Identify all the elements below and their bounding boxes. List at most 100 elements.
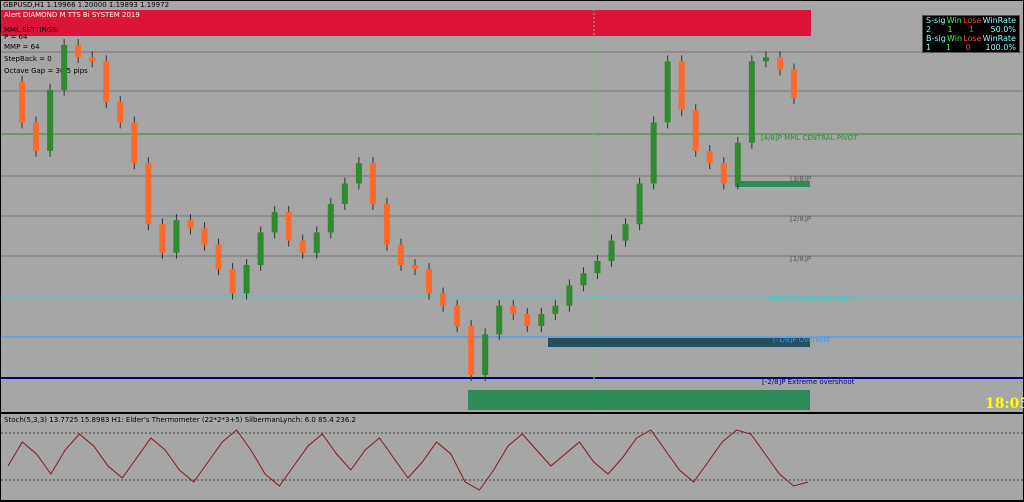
candle [762, 57, 769, 62]
candle [383, 203, 390, 245]
candle [580, 273, 587, 286]
cell: 2 [926, 25, 932, 34]
cell: S-sig [926, 16, 946, 25]
candle [776, 57, 783, 70]
candle [720, 163, 727, 184]
candle [89, 57, 96, 62]
candle [692, 110, 699, 151]
clock: 18:05 [985, 396, 1024, 412]
cell: Lose [963, 16, 982, 25]
zone [735, 181, 810, 187]
candle [159, 224, 166, 253]
candle [664, 61, 671, 123]
cell: Win [946, 16, 962, 25]
candle [538, 313, 545, 327]
price-pane [1, 1, 1023, 412]
candle [47, 89, 54, 151]
candle [369, 163, 376, 204]
candle [482, 334, 489, 375]
cell: B-sig [926, 34, 946, 43]
candle [650, 122, 657, 184]
zone [468, 390, 810, 410]
candle [285, 212, 292, 241]
candle [397, 244, 404, 265]
candle [636, 183, 643, 225]
cell: 1 [945, 43, 951, 52]
candle [748, 61, 755, 143]
cell: Win [946, 34, 963, 43]
candle [313, 232, 320, 253]
cell: 1 [969, 25, 975, 34]
candle [454, 305, 461, 327]
candle [271, 212, 278, 233]
candle [355, 163, 362, 184]
levels [1, 51, 1023, 257]
level-label: [-1/8]P Oversold [773, 336, 830, 344]
candle [622, 224, 629, 241]
info-line: MML SETTINGS: [4, 26, 59, 34]
candle [131, 122, 138, 164]
candle [257, 232, 264, 265]
candle [33, 122, 40, 151]
candle [145, 163, 152, 225]
candle [187, 220, 194, 229]
info: GBPUSD,H1 1.19966 1.20000 1.19893 1.1997… [3, 1, 169, 75]
candle [201, 228, 208, 245]
candle [608, 240, 615, 261]
cell: 100.0% [985, 43, 1016, 52]
cell: 1 [926, 43, 932, 52]
level-label: [-2/8]P Extreme overshoot [762, 378, 855, 386]
level-label: [1/8]P [790, 255, 811, 263]
candle [103, 61, 110, 103]
candle [678, 61, 685, 111]
candle [299, 240, 306, 253]
candle [215, 244, 222, 270]
zone [548, 338, 810, 347]
candle [426, 269, 433, 294]
level-label: [0/8]P Ultimate Support [768, 295, 851, 303]
indicator-pane [1, 414, 1023, 500]
candle [706, 150, 713, 164]
stats-row: 2 1 1 50.0% [923, 25, 1019, 34]
cell: 0 [965, 43, 971, 52]
indicator-label: Stoch(5,3,3) 13.7725 15.8983 H1: Elder's… [4, 416, 356, 424]
info-line: Octave Gap = 30.5 pips [4, 67, 88, 75]
cell: WinRate [982, 16, 1016, 25]
candle [510, 305, 517, 314]
cell: 50.0% [990, 25, 1016, 34]
candle [412, 265, 419, 270]
info-line: StepBack = 0 [4, 55, 52, 63]
candle [117, 102, 124, 123]
stoch-line [7, 429, 809, 491]
info-line: P = 64 [4, 33, 28, 41]
info-line: MMP = 64 [4, 43, 40, 51]
cell: Lose [963, 34, 982, 43]
cell: 1 [947, 25, 953, 34]
stats-panel: S-sig Win Lose WinRate 2 1 1 50.0% B-sig Win Los… [922, 15, 1020, 53]
level-label: [2/8]P [790, 215, 811, 223]
candle [566, 285, 573, 306]
candles [19, 39, 797, 381]
candle [594, 260, 601, 274]
cell: WinRate [982, 34, 1016, 43]
candle [734, 142, 741, 184]
candle [243, 265, 250, 294]
candle [496, 305, 503, 335]
candle [341, 183, 348, 204]
alert-band [1, 10, 811, 36]
candle [229, 269, 236, 294]
candle [327, 203, 334, 233]
stats-row: 1 1 0 100.0% [923, 43, 1019, 52]
level-label: [4/8]P MML CENTRAL PIVOT [761, 134, 858, 142]
candle [19, 81, 26, 123]
candle [524, 313, 531, 327]
candle [468, 326, 475, 375]
candle [552, 305, 559, 314]
candle [790, 69, 797, 98]
stats-header: B-sig Win Lose WinRate [923, 34, 1019, 43]
stats-header: S-sig Win Lose WinRate [923, 16, 1019, 25]
info-line: Alert DIAMOND M TTS Bi SYSTEM 2019 [4, 11, 140, 19]
level-label: [3/8]P [790, 175, 811, 183]
